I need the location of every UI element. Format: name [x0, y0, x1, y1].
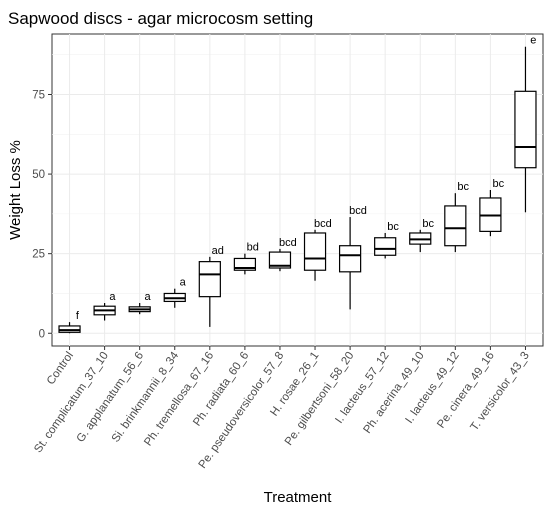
- box-1: a: [93, 291, 116, 321]
- significance-label: bcd: [279, 237, 297, 249]
- significance-label: bcd: [314, 218, 332, 230]
- y-axis: 0 25 50 75: [32, 89, 52, 340]
- box-body: [514, 90, 537, 169]
- box-body: [374, 237, 397, 256]
- significance-label: bc: [492, 178, 504, 190]
- box-7: bcd: [303, 218, 332, 281]
- significance-label: ad: [212, 245, 224, 257]
- box-5: bd: [233, 242, 259, 275]
- box-11: bc: [444, 181, 470, 253]
- y-tick-label: 0: [39, 328, 45, 340]
- significance-label: e: [530, 35, 536, 47]
- plot-panel: [51, 33, 544, 347]
- significance-label: a: [145, 291, 152, 303]
- box-3: a: [163, 277, 187, 308]
- x-tick-label: Ph. tremellosa_67_16: [142, 350, 216, 449]
- significance-label: a: [180, 277, 187, 289]
- boxes: f a a a ad bd bcd bcd bcd bc bc bc bc e: [58, 35, 537, 334]
- box-body: [233, 257, 257, 271]
- x-tick-label: Pe. gilbertsoni_58_20: [283, 350, 357, 448]
- significance-label: bcd: [349, 205, 367, 217]
- y-axis-title: Weight Loss %: [7, 140, 24, 240]
- box-9: bc: [374, 221, 399, 259]
- significance-label: bd: [247, 242, 259, 254]
- x-axis-title: Treatment: [264, 489, 333, 506]
- box-8: bcd: [338, 205, 367, 310]
- y-tick-label: 75: [32, 89, 45, 101]
- x-tick-label: Si. brinkmannii_8_34: [110, 349, 182, 444]
- significance-label: f: [76, 310, 80, 322]
- box-10: bc: [409, 218, 434, 253]
- box-body: [268, 251, 292, 269]
- box-12: bc: [479, 178, 505, 237]
- significance-label: bc: [422, 218, 434, 230]
- box-body: [444, 205, 467, 247]
- box-0: f: [58, 310, 81, 334]
- box-6: bcd: [268, 237, 297, 272]
- chart-title: Sapwood discs - agar microcosm setting: [8, 9, 313, 28]
- box-2: a: [128, 291, 152, 315]
- box-body: [338, 245, 362, 273]
- significance-label: a: [109, 291, 116, 303]
- box-13: e: [514, 35, 537, 213]
- x-tick-label: Ph. acerina_49_10: [361, 350, 426, 436]
- significance-label: bc: [457, 181, 469, 193]
- box-4: ad: [198, 245, 224, 327]
- box-body: [303, 232, 327, 271]
- significance-label: bc: [387, 221, 399, 233]
- y-tick-label: 25: [32, 249, 45, 261]
- y-tick-label: 50: [32, 169, 45, 181]
- grid-lines: [52, 34, 543, 346]
- x-tick-label: G. applanatum_56_6: [75, 350, 146, 445]
- box-body: [198, 261, 221, 298]
- x-tick-label: Control: [45, 350, 76, 387]
